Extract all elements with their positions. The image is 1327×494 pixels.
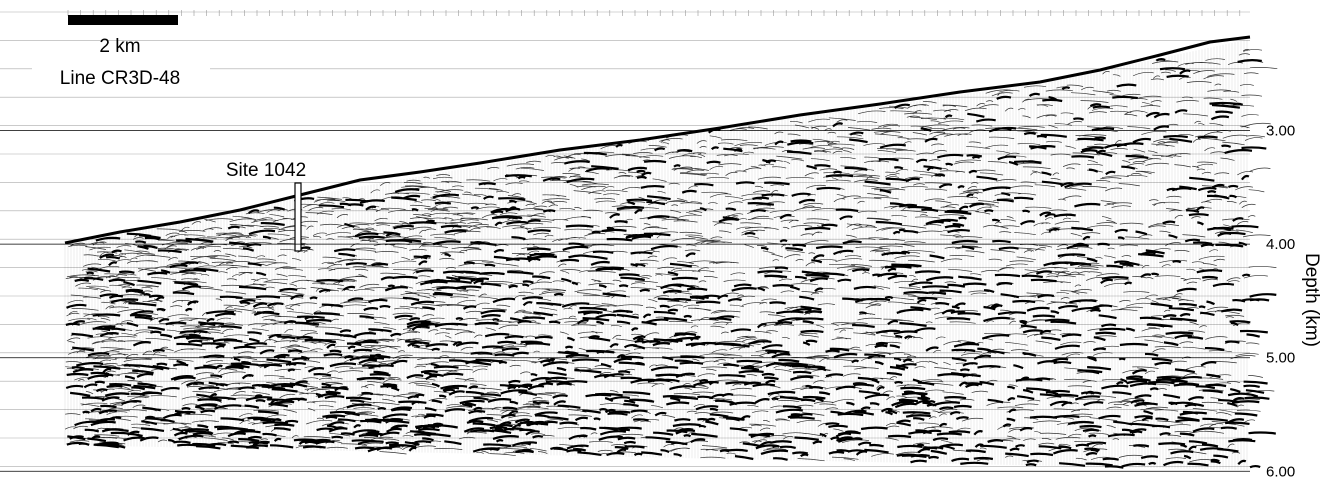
depth-tick-label: 3.00 xyxy=(1266,123,1295,140)
seismic-figure: 2 km Line CR3D-48 Site 1042 3.00 4.00 5.00… xyxy=(0,0,1327,494)
seafloor-reflector xyxy=(65,37,1250,243)
depth-tick-label: 5.00 xyxy=(1266,350,1295,367)
line-label: Line CR3D-48 xyxy=(60,68,180,89)
scale-bar xyxy=(68,15,178,25)
depth-axis-label: Depth (km) xyxy=(1301,253,1322,347)
scale-bar-label: 2 km xyxy=(99,36,140,57)
trace-ticks xyxy=(68,10,1240,16)
site-label: Site 1042 xyxy=(226,160,306,181)
site-marker xyxy=(295,183,301,251)
seismic-section xyxy=(65,40,1277,470)
depth-tick-label: 4.00 xyxy=(1266,236,1295,253)
depth-tick-label: 6.00 xyxy=(1266,463,1295,480)
